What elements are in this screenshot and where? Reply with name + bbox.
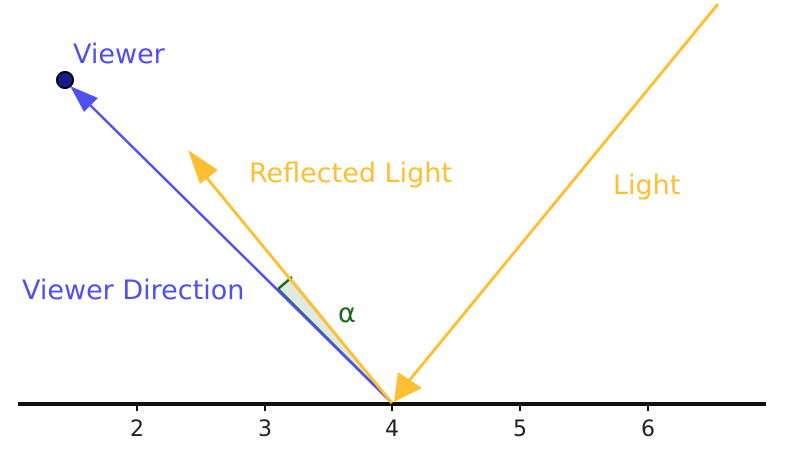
reflected-light-arrowhead <box>188 150 218 184</box>
angle-alpha-label: α <box>338 298 356 329</box>
viewer-label: Viewer <box>73 39 166 70</box>
light-arrowhead <box>394 372 422 402</box>
viewer-direction-label: Viewer Direction <box>22 275 244 306</box>
tick-label-5: 5 <box>513 417 527 442</box>
tick-label-4: 4 <box>385 417 399 442</box>
reflected-light-label: Reflected Light <box>249 158 452 189</box>
viewer-direction-vector <box>87 102 393 404</box>
axis-tick-marks <box>136 404 649 411</box>
light-vector <box>406 3 720 383</box>
viewer-direction-arrowhead <box>70 86 98 112</box>
viewer-point[interactable] <box>56 71 74 89</box>
tick-label-3: 3 <box>258 417 272 442</box>
angle-alpha-sector <box>278 278 392 403</box>
tick-label-2: 2 <box>130 417 144 442</box>
reflected-light-vector <box>200 171 394 404</box>
tick-label-6: 6 <box>641 417 655 442</box>
light-label: Light <box>613 170 680 201</box>
